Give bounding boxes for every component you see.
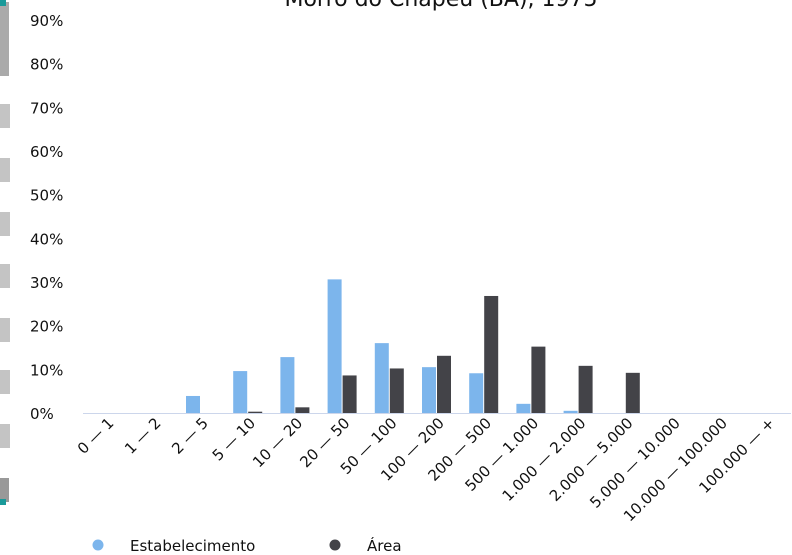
x-tick-label: 1 — 2 <box>121 414 165 458</box>
y-tick-label: 50% <box>30 187 63 205</box>
bar <box>389 368 404 413</box>
y-tick-label: 60% <box>30 143 63 161</box>
y-tick-label: 30% <box>30 274 63 292</box>
y-tick-label: 90% <box>30 12 63 30</box>
x-tick-label: 2.000 — 5.000 <box>546 414 637 505</box>
bar <box>327 279 342 413</box>
bar <box>625 372 640 413</box>
y-tick-label: 10% <box>30 361 63 379</box>
x-tick-label: 0 — 1 <box>74 414 118 458</box>
y-tick-label: 40% <box>30 230 63 248</box>
bar <box>186 395 200 413</box>
bar <box>437 355 451 413</box>
bar <box>563 410 578 413</box>
legend-symbol <box>92 539 104 551</box>
bar <box>516 403 531 413</box>
bar <box>233 371 248 413</box>
side-decoration <box>0 0 10 505</box>
y-tick-label: 70% <box>30 99 63 117</box>
chart-title: Morro do Chapéu (BA), 1975 <box>284 0 597 12</box>
bar <box>342 375 357 413</box>
y-tick-label: 20% <box>30 318 63 336</box>
bar <box>280 357 295 413</box>
y-tick-label: 0% <box>30 405 54 423</box>
bar <box>374 343 389 413</box>
bar <box>422 367 436 413</box>
x-tick-label: 10 — 20 <box>249 414 306 471</box>
legend-symbol <box>329 539 341 551</box>
bar <box>484 295 499 413</box>
bar <box>469 373 484 413</box>
bar <box>531 346 546 413</box>
y-tick-label: 80% <box>30 56 63 74</box>
legend-label: Estabelecimento <box>130 537 255 555</box>
bar <box>248 411 263 413</box>
x-tick-label: 2 — 5 <box>168 414 212 458</box>
legend-label: Área <box>367 536 402 555</box>
x-tick-label: 1.000 — 2.000 <box>499 414 590 505</box>
bar <box>295 407 310 413</box>
bar <box>578 365 593 413</box>
